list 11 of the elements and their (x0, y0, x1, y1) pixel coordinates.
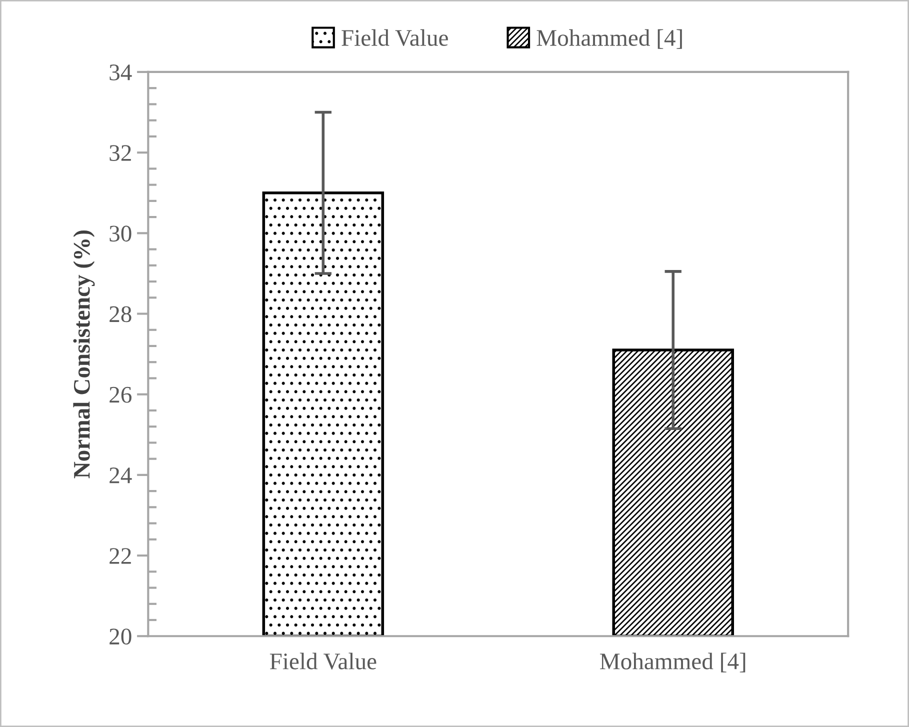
y-tick-label: 28 (110, 306, 132, 322)
y-tick-label: 24 (110, 467, 132, 484)
y-tick-label: 22 (110, 548, 131, 564)
y-tick-label: 30 (110, 226, 132, 242)
y-axis-title: Normal Consistency (%) (73, 230, 95, 478)
y-tick-label: 32 (110, 145, 131, 161)
legend-label: Field Value (342, 29, 448, 46)
legend-label: Mohammed [4] (536, 29, 682, 49)
y-tick-label: 26 (110, 386, 132, 403)
y-tick-label: 34 (110, 64, 132, 80)
y-tick-label: 20 (110, 628, 132, 645)
